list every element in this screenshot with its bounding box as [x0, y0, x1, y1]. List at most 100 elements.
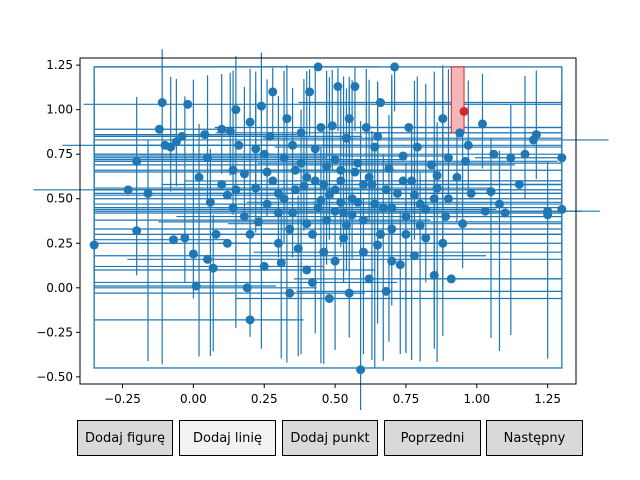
x-tick-label: 0.25 [251, 392, 278, 406]
data-point [259, 261, 269, 271]
data-point [438, 238, 448, 248]
x-tick-label: 0.00 [180, 392, 207, 406]
data-point [319, 247, 329, 257]
data-point [367, 179, 377, 189]
data-point [330, 206, 340, 216]
data-point [480, 206, 490, 216]
data-point [426, 160, 436, 170]
data-point [373, 240, 383, 250]
data-point [324, 190, 334, 200]
next-button[interactable]: Następny [486, 420, 583, 456]
data-point [251, 183, 261, 193]
data-point [177, 131, 187, 141]
data-point [361, 122, 371, 132]
previous-button[interactable]: Poprzedni [384, 420, 481, 456]
data-point [384, 163, 394, 173]
data-point [358, 247, 368, 257]
data-point [327, 121, 337, 131]
data-point [245, 315, 255, 325]
data-point [443, 153, 453, 163]
data-point [302, 219, 312, 229]
data-point [333, 82, 343, 92]
x-tick-label: 0.75 [393, 392, 420, 406]
data-point [310, 144, 320, 154]
data-point [421, 204, 431, 214]
data-point [194, 172, 204, 182]
data-point [259, 149, 269, 159]
data-point [344, 288, 354, 298]
data-point [364, 172, 374, 182]
x-tick-label: 1.00 [463, 392, 490, 406]
data-point [251, 144, 261, 154]
data-point [432, 183, 442, 193]
data-point [228, 203, 238, 213]
data-point [347, 210, 357, 220]
y-tick-label: 0.00 [46, 281, 73, 295]
data-point [364, 274, 374, 284]
y-tick-label: 0.50 [46, 192, 73, 206]
data-point [171, 137, 181, 147]
data-point [154, 124, 164, 134]
data-point [157, 98, 167, 108]
data-point [268, 176, 278, 186]
data-point [375, 229, 385, 239]
data-point [506, 153, 516, 163]
data-point [191, 281, 201, 291]
data-point [370, 199, 380, 209]
data-point [401, 229, 411, 239]
data-point [514, 179, 524, 189]
data-point [290, 185, 300, 195]
data-point [296, 128, 306, 138]
data-point [268, 87, 278, 97]
data-point [254, 217, 264, 227]
data-point [231, 185, 241, 195]
data-point [262, 167, 272, 177]
data-point [217, 124, 227, 134]
data-point [409, 190, 419, 200]
data-point [299, 181, 309, 191]
data-point [231, 105, 241, 115]
partition-rectangles [33, 49, 609, 410]
data-point [234, 140, 244, 150]
data-point [398, 176, 408, 186]
data-point [387, 256, 397, 266]
x-tick-label: 1.25 [534, 392, 561, 406]
data-point [319, 179, 329, 189]
data-point [387, 224, 397, 234]
data-point [531, 130, 541, 140]
data-point [290, 165, 300, 175]
data-point [339, 208, 349, 218]
data-point [285, 288, 295, 298]
add-line-button[interactable]: Dodaj linię [179, 420, 276, 456]
data-point [460, 156, 470, 166]
data-point [305, 87, 315, 97]
data-point [543, 210, 553, 220]
data-point [415, 220, 425, 230]
data-point [316, 122, 326, 132]
y-tick-label: 1.00 [46, 103, 73, 117]
data-point [336, 165, 346, 175]
data-point [293, 244, 303, 254]
data-point [285, 224, 295, 234]
data-point [313, 203, 323, 213]
data-point [494, 199, 504, 209]
x-tick-label: 0.50 [322, 392, 349, 406]
data-point [279, 194, 289, 204]
data-point [350, 82, 360, 92]
data-point [557, 204, 567, 214]
data-point [307, 277, 317, 287]
data-point [356, 365, 366, 375]
data-point [203, 254, 213, 264]
data-point [441, 212, 451, 222]
highlighted-point [459, 106, 469, 116]
add-point-button[interactable]: Dodaj punkt [282, 420, 378, 456]
data-point [183, 99, 193, 109]
data-point [486, 187, 496, 197]
data-point [265, 131, 275, 141]
data-point [520, 149, 530, 159]
y-tick-label: −0.50 [36, 370, 73, 384]
data-point [208, 263, 218, 273]
data-point [262, 199, 272, 209]
data-point [353, 158, 363, 168]
add-figure-button[interactable]: Dodaj figurę [77, 420, 173, 456]
